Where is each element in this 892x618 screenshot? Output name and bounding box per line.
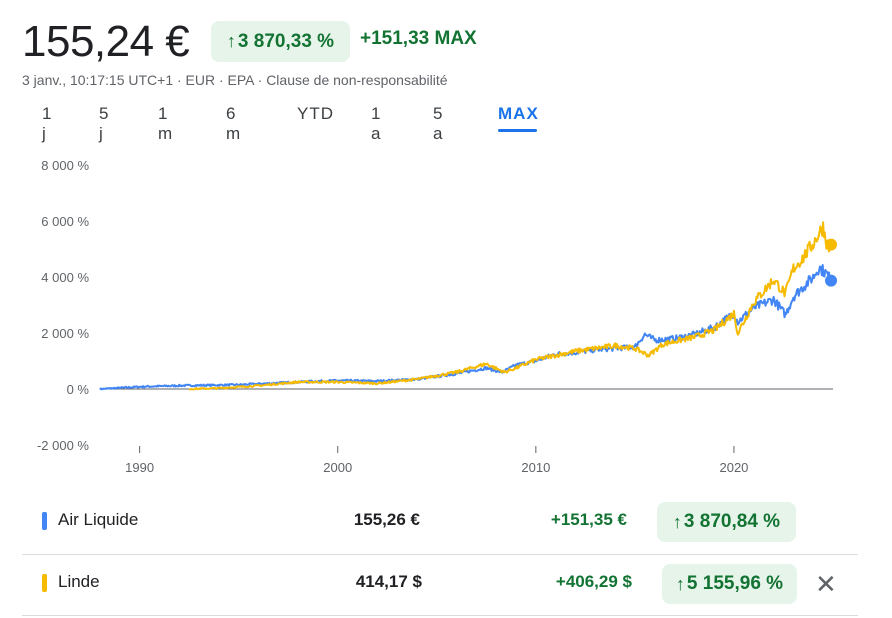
x-axis: 1990 2000 2010 2020 — [125, 446, 748, 475]
comparison-row-air-liquide[interactable]: Air Liquide 155,26 € +151,35 € ↑ 3 870,8… — [22, 492, 858, 552]
percent-change-value: 3 870,33 % — [237, 30, 335, 52]
tab-5-years[interactable]: 5 a — [433, 104, 444, 143]
series-end-marker-linde — [825, 238, 838, 251]
remove-comparison-close-icon[interactable]: ✕ — [815, 569, 837, 599]
y-tick-label: 4 000 % — [41, 270, 89, 285]
stock-abs-change: +406,29 $ — [555, 572, 632, 591]
y-tick-label: -2 000 % — [37, 438, 89, 453]
tab-max[interactable]: MAX — [498, 104, 539, 132]
series-color-swatch — [42, 512, 47, 530]
stock-abs-change: +151,35 € — [550, 510, 627, 529]
current-price: 155,24 € — [22, 17, 190, 66]
stock-name: Air Liquide — [58, 510, 139, 529]
stock-pct-change-badge: ↑ 3 870,84 % — [657, 502, 796, 542]
stock-pct-change: 5 155,96 % — [686, 573, 784, 594]
price-meta-info: 3 janv., 10:17:15 UTC+1 · EUR · EPA · Cl… — [22, 72, 448, 88]
row-divider — [22, 554, 858, 555]
arrow-up-icon: ↑ — [672, 511, 682, 532]
arrow-up-icon: ↑ — [226, 31, 236, 51]
y-tick-label: 8 000 % — [41, 158, 89, 173]
tab-6-months[interactable]: 6 m — [226, 104, 242, 143]
tab-1-day[interactable]: 1 j — [42, 104, 53, 143]
series-line-air-liquide — [99, 264, 832, 391]
x-tick-label: 2000 — [323, 460, 352, 475]
stock-pct-change-badge: ↑ 5 155,96 % — [662, 564, 797, 604]
stock-pct-change: 3 870,84 % — [683, 511, 781, 532]
stock-price: 155,26 € — [353, 510, 420, 529]
y-tick-label: 6 000 % — [41, 214, 89, 229]
comparison-row-linde[interactable]: Linde 414,17 $ +406,29 $ ↑ 5 155,96 % — [22, 554, 858, 614]
series-color-swatch — [42, 574, 47, 592]
x-tick-label: 2010 — [521, 460, 550, 475]
comparison-line-chart[interactable]: 8 000 %6 000 %4 000 %2 000 %0 %-2 000 % … — [0, 145, 892, 480]
tab-5-days[interactable]: 5 j — [99, 104, 110, 143]
percent-change-badge: ↑ 3 870,33 % — [211, 21, 350, 62]
tab-1-month[interactable]: 1 m — [158, 104, 174, 143]
chart-series — [99, 221, 838, 391]
x-tick-label: 1990 — [125, 460, 154, 475]
x-tick-label: 2020 — [719, 460, 748, 475]
absolute-change: +151,33 MAX — [360, 28, 477, 49]
y-tick-label: 2 000 % — [41, 326, 89, 341]
row-divider — [22, 615, 858, 616]
tab-1-year[interactable]: 1 a — [371, 104, 382, 143]
series-end-marker-air-liquide — [825, 274, 838, 287]
y-axis: 8 000 % 6 000 % 4 000 % 2 000 % 0 % -2 000 % — [37, 158, 89, 453]
arrow-up-icon: ↑ — [675, 573, 685, 594]
stock-name: Linde — [58, 572, 100, 591]
stock-price: 414,17 $ — [355, 572, 422, 591]
tab-ytd[interactable]: YTD — [297, 104, 334, 123]
y-tick-label: 0 % — [67, 382, 90, 397]
series-line-linde — [189, 221, 832, 391]
